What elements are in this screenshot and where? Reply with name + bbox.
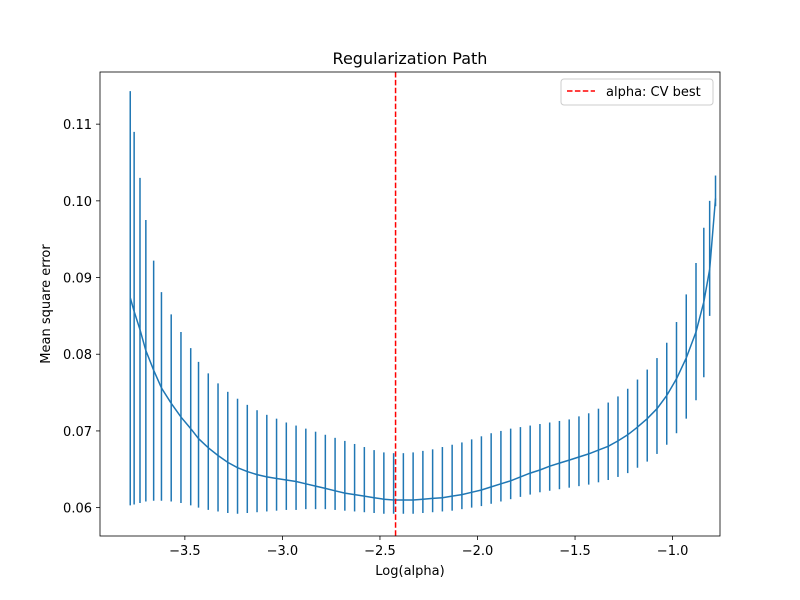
plot-frame (99, 71, 721, 537)
legend-box (560, 78, 714, 106)
chart-title: Regularization Path (333, 49, 488, 68)
x-tick-label: −1.5 (559, 544, 591, 559)
x-axis: −3.5 −3.0 −2.5 −2.0 −1.5 −1.0 (169, 536, 688, 559)
y-tick-label: 0.10 (63, 195, 92, 210)
x-tick-label: −3.5 (169, 544, 201, 559)
y-tick-label: 0.07 (63, 425, 92, 440)
x-tick-label: −1.0 (657, 544, 689, 559)
mean-mse-line (129, 198, 717, 501)
y-tick-label: 0.08 (63, 348, 92, 363)
error-bars (129, 91, 717, 514)
y-tick-label: 0.09 (63, 272, 92, 287)
y-tick-label: 0.06 (63, 502, 92, 517)
x-axis-label: Log(alpha) (375, 564, 444, 579)
legend-entry-cv-best: alpha: CV best (606, 85, 701, 100)
x-tick-label: −2.5 (364, 544, 396, 559)
x-tick-label: −2.0 (462, 544, 494, 559)
y-tick-label: 0.11 (63, 118, 92, 133)
y-axis: 0.06 0.07 0.08 0.09 0.10 0.11 (63, 118, 100, 517)
y-axis-label: Mean square error (39, 244, 54, 364)
legend: alpha: CV best (560, 78, 714, 106)
x-tick-label: −3.0 (267, 544, 299, 559)
